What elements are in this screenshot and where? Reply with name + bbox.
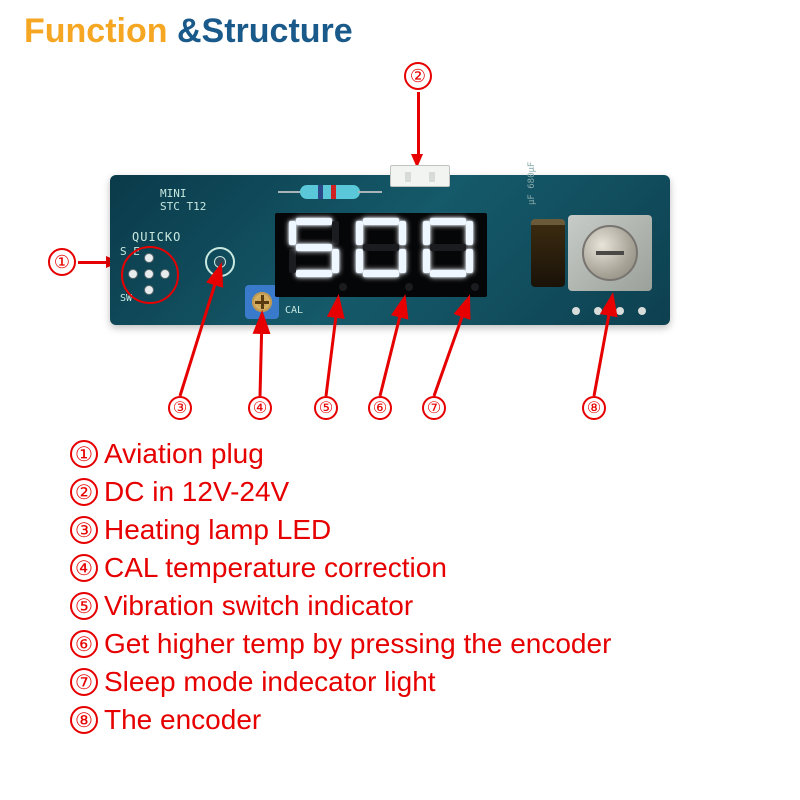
- legend-item-4: ④CAL temperature correction: [70, 552, 611, 584]
- callout-marker-6: ⑥: [368, 396, 392, 420]
- diagram-title: Function &Structure: [24, 12, 353, 51]
- resistor-wire-l: [278, 191, 302, 193]
- aviation-plug-pads: [128, 253, 172, 297]
- resistor: [300, 185, 360, 199]
- resistor-wire-r: [358, 191, 382, 193]
- legend-item-5: ⑤Vibration switch indicator: [70, 590, 611, 622]
- legend-item-3: ③Heating lamp LED: [70, 514, 611, 546]
- legend-list: ①Aviation plug ②DC in 12V-24V ③Heating l…: [70, 438, 611, 742]
- display-dot-1: [339, 283, 347, 291]
- silkscreen-cal: CAL: [285, 305, 303, 317]
- title-word-2: &Structure: [168, 12, 353, 50]
- heating-led-socket: [205, 247, 235, 277]
- callout-marker-5: ⑤: [314, 396, 338, 420]
- silkscreen-mini: MINISTC T12: [160, 187, 206, 213]
- arrow-1-line: [78, 261, 108, 264]
- legend-item-8: ⑧The encoder: [70, 704, 611, 736]
- legend-item-7: ⑦Sleep mode indecator light: [70, 666, 611, 698]
- digit-2: [353, 218, 409, 278]
- dc-in-connector: [390, 165, 450, 187]
- callout-marker-3: ③: [168, 396, 192, 420]
- silkscreen-quicko: QUICKO: [132, 230, 181, 244]
- encoder-knob: [582, 225, 638, 281]
- callout-marker-1: ①: [48, 248, 76, 276]
- capacitor: [531, 219, 565, 287]
- callout-marker-4: ④: [248, 396, 272, 420]
- legend-item-6: ⑥Get higher temp by pressing the encoder: [70, 628, 611, 660]
- silkscreen-cap: µF 680µF: [527, 162, 538, 205]
- display-dot-3: [471, 283, 479, 291]
- arrow-2-line: [417, 92, 420, 156]
- digit-1: [286, 218, 342, 278]
- callout-marker-8: ⑧: [582, 396, 606, 420]
- legend-item-2: ②DC in 12V-24V: [70, 476, 611, 508]
- digit-3: [420, 218, 476, 278]
- callout-marker-7: ⑦: [422, 396, 446, 420]
- pcb-board: MINISTC T12 QUICKO S E SW CAL µF 680µF: [110, 175, 670, 325]
- encoder-pads: [572, 307, 646, 315]
- cal-trimmer: [245, 285, 279, 319]
- display-dot-2: [405, 283, 413, 291]
- title-word-1: Function: [24, 12, 168, 50]
- legend-item-1: ①Aviation plug: [70, 438, 611, 470]
- seven-segment-display: [275, 213, 487, 297]
- callout-marker-2: ②: [404, 62, 432, 90]
